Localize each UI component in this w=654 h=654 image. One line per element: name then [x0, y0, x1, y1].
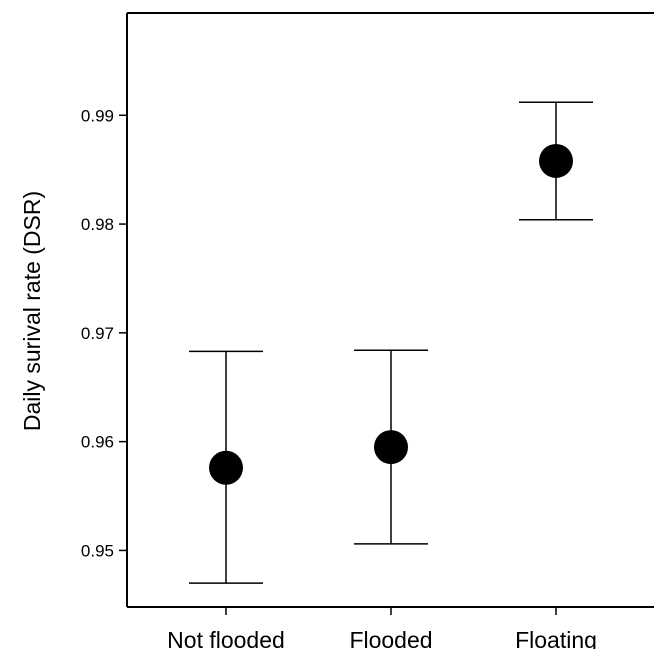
y-tick-label: 0.96: [81, 433, 114, 452]
data-point: [539, 143, 573, 178]
data-point: [209, 450, 243, 485]
x-tick-label: Flooded: [349, 627, 432, 649]
data-point: [374, 430, 408, 465]
y-tick-label: 0.98: [81, 215, 114, 234]
x-tick-label: Floating: [515, 627, 597, 649]
y-axis-label: Daily surival rate (DSR): [19, 191, 45, 431]
y-ticks: 0.95 0.96 0.97 0.98 0.99: [81, 106, 127, 560]
data-marks: [189, 101, 593, 584]
y-tick-label: 0.99: [81, 106, 114, 125]
y-tick-label: 0.95: [81, 541, 114, 560]
x-tick-label: Not flooded: [167, 627, 285, 649]
x-ticks: Not flooded Flooded Floating: [167, 607, 597, 653]
y-tick-label: 0.97: [81, 324, 114, 343]
